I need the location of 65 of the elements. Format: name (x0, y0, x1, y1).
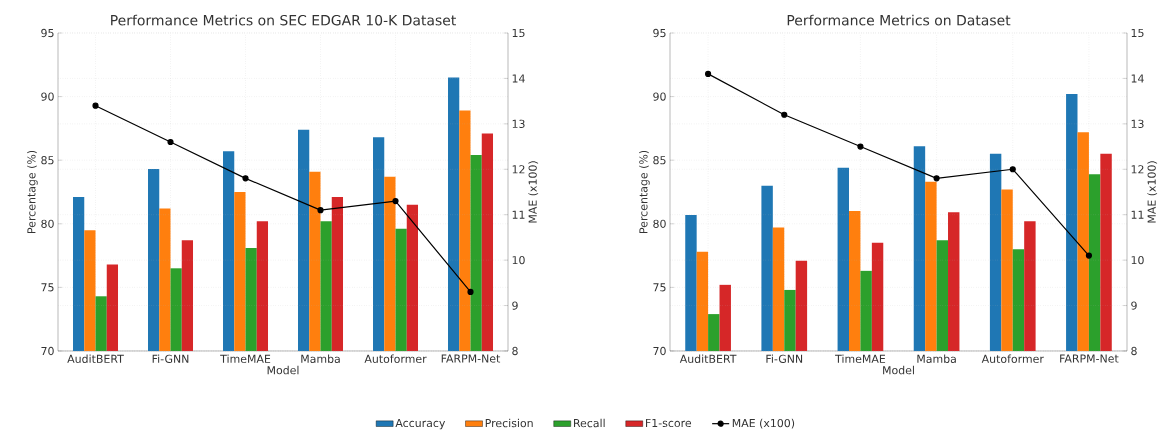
y-tick-label: 80 (41, 219, 54, 228)
y-tick-label: 90 (41, 92, 54, 101)
y2-tick-label: 15 (1131, 28, 1144, 38)
y-tick-label: 80 (653, 219, 666, 228)
y-tick-label: 90 (653, 92, 666, 101)
y2-tick-label: 9 (512, 301, 518, 310)
chart-title: Performance Metrics on Dataset (787, 14, 1011, 26)
x-axis-title: Model (267, 365, 299, 375)
y-axis-title: Percentage (%) (639, 150, 650, 233)
y-tick-label: 85 (41, 156, 54, 165)
x-tick-label: Fi-GNN (766, 354, 803, 363)
y2-tick-label: 13 (512, 119, 525, 128)
point (1009, 166, 1016, 173)
point (705, 70, 712, 77)
point (857, 143, 864, 150)
legend-label: F1-score (646, 418, 692, 428)
y2-tick-label: 14 (512, 74, 525, 83)
chart-title: Performance Metrics on SEC EDGAR 10-K Dataset (111, 14, 456, 26)
y2-tick-label: 11 (1131, 210, 1144, 219)
y-tick-label: 70 (41, 346, 54, 356)
y2-tick-label: 13 (1131, 119, 1144, 128)
point (392, 197, 399, 205)
legend-label: Recall (574, 418, 605, 428)
x-tick-label: Fi-GNN (152, 354, 189, 363)
y2-tick-label: 14 (1131, 74, 1144, 83)
y-tick-label: 95 (653, 28, 666, 38)
point (242, 175, 249, 182)
point (92, 102, 99, 109)
point (1085, 252, 1093, 259)
y2-tick-label: 11 (512, 210, 525, 219)
y-tick-label: 75 (653, 283, 666, 292)
legend-label: MAE (x100) (732, 418, 795, 429)
point (317, 207, 324, 214)
x-tick-label: TimeMAE (220, 354, 271, 363)
x-tick-label: FARPM-Net (441, 354, 501, 363)
x-tick-label: FARPM-Net (1060, 354, 1119, 363)
y-tick-label: 75 (41, 283, 54, 292)
y2-tick-label: 9 (1131, 301, 1137, 310)
legend-label: Precision (485, 418, 533, 428)
y2-tick-label: 15 (512, 28, 525, 38)
y2-tick-label: 10 (512, 255, 525, 265)
x-tick-label: Autoformer (364, 354, 427, 363)
point (167, 138, 174, 146)
point (781, 111, 788, 118)
x-tick-label: AuditBERT (67, 354, 124, 363)
y2-tick-label: 8 (512, 346, 518, 356)
legend-label: Accuracy (395, 418, 446, 430)
y2-tick-label: 12 (1131, 165, 1144, 174)
x-tick-label: Autoformer (981, 354, 1044, 363)
point (933, 175, 940, 182)
y2-axis-title: MAE (x100) (528, 161, 539, 223)
y2-tick-label: 12 (512, 165, 525, 174)
y-axis-title: Percentage (%) (27, 150, 38, 233)
x-tick-label: TimeMAE (835, 354, 886, 363)
y-tick-label: 85 (653, 156, 666, 165)
y-tick-label: 70 (653, 346, 666, 356)
y2-tick-label: 8 (1131, 346, 1137, 356)
x-tick-label: Mamba (301, 354, 340, 363)
y2-tick-label: 10 (1131, 255, 1144, 265)
x-tick-label: Mamba (917, 354, 956, 363)
y-tick-label: 95 (41, 28, 54, 38)
y2-axis-title: MAE (x100) (1147, 161, 1158, 223)
point (467, 288, 474, 296)
x-axis-title: Model (883, 365, 914, 375)
x-tick-label: AuditBERT (679, 354, 737, 363)
